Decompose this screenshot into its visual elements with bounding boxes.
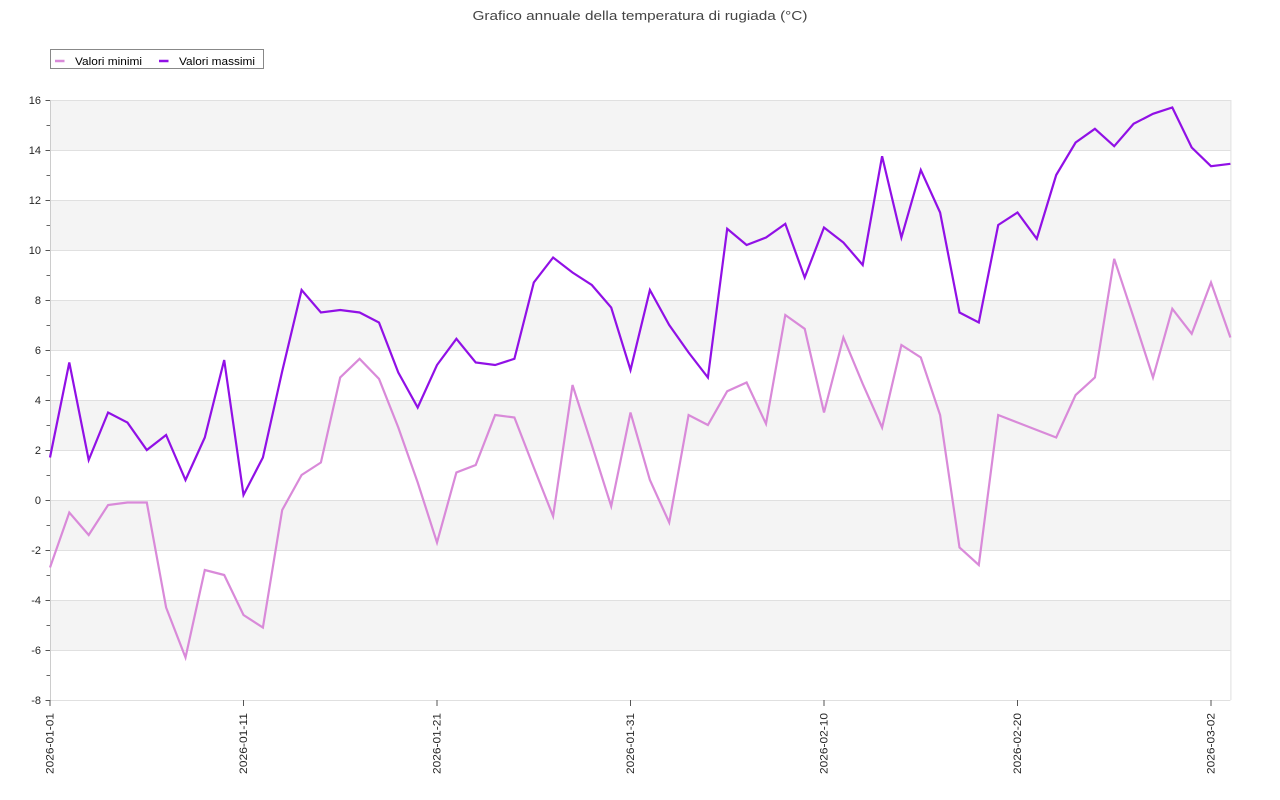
svg-text:Valori massimi: Valori massimi (179, 56, 255, 68)
svg-text:2026-01-31: 2026-01-31 (625, 713, 637, 774)
svg-text:2026-02-20: 2026-02-20 (1012, 713, 1024, 774)
svg-text:6: 6 (35, 345, 41, 357)
svg-text:16: 16 (29, 95, 41, 107)
svg-text:12: 12 (29, 195, 41, 207)
svg-text:-6: -6 (31, 645, 41, 657)
svg-text:2026-01-11: 2026-01-11 (238, 713, 250, 774)
svg-text:-4: -4 (31, 595, 41, 607)
svg-text:8: 8 (35, 295, 41, 307)
svg-text:2026-03-02: 2026-03-02 (1206, 713, 1218, 774)
svg-text:Valori minimi: Valori minimi (75, 56, 142, 68)
svg-text:4: 4 (35, 395, 41, 407)
svg-text:2026-01-21: 2026-01-21 (432, 713, 444, 774)
svg-text:-2: -2 (31, 545, 41, 557)
svg-text:0: 0 (35, 495, 41, 507)
svg-text:2026-01-01: 2026-01-01 (45, 713, 57, 774)
svg-text:2026-02-10: 2026-02-10 (819, 713, 831, 774)
svg-text:14: 14 (29, 145, 41, 157)
svg-text:2: 2 (35, 445, 41, 457)
svg-text:10: 10 (29, 245, 41, 257)
svg-text:-8: -8 (31, 695, 41, 707)
svg-text:Grafico annuale della temperat: Grafico annuale della temperatura di rug… (473, 8, 808, 23)
